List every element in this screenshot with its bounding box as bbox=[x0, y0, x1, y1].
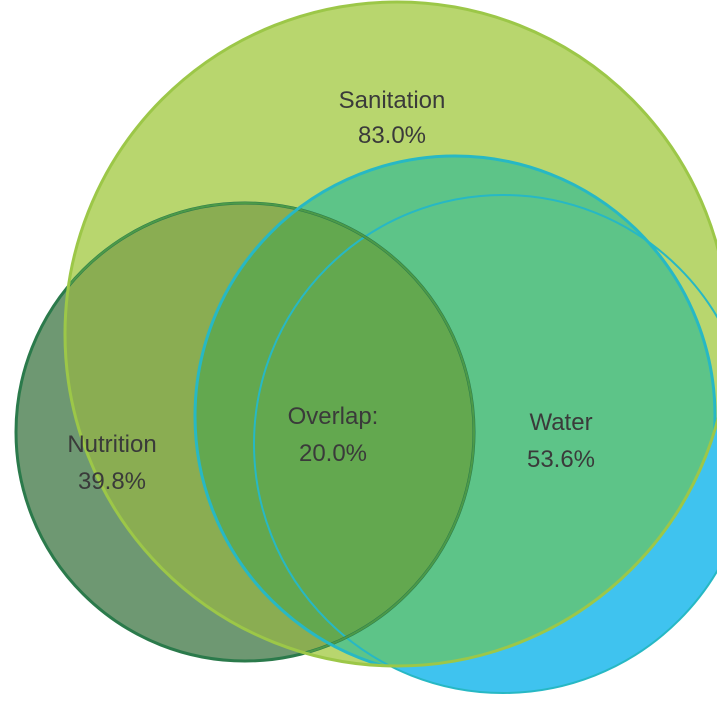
water-label: Water bbox=[529, 409, 592, 436]
sanitation-label: Sanitation bbox=[339, 87, 446, 114]
nutrition-label: Nutrition bbox=[67, 431, 156, 458]
sanitation-value: 83.0% bbox=[358, 122, 426, 149]
overlap-value: 20.0% bbox=[299, 440, 367, 467]
water-outline bbox=[193, 154, 717, 666]
overlap-label: Overlap: bbox=[288, 403, 379, 430]
overlap-region bbox=[195, 203, 474, 661]
sanitation-outline bbox=[63, 0, 717, 668]
nutrition-value: 39.8% bbox=[78, 468, 146, 495]
water-value: 53.6% bbox=[527, 446, 595, 473]
water-outline-back bbox=[253, 194, 717, 694]
